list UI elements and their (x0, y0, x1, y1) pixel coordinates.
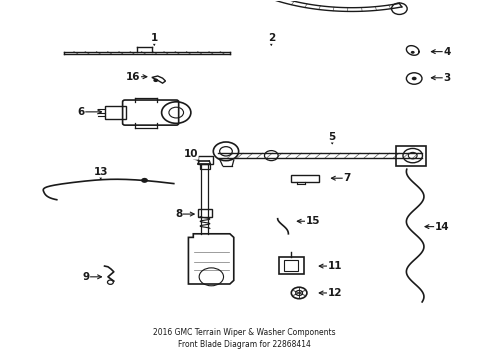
Circle shape (411, 77, 416, 80)
Text: 6: 6 (78, 107, 84, 117)
Circle shape (141, 178, 148, 183)
Text: 9: 9 (82, 272, 89, 282)
Polygon shape (152, 76, 165, 83)
Text: 7: 7 (343, 173, 350, 183)
Bar (290, 175, 319, 182)
Text: 10: 10 (183, 149, 198, 159)
Bar (198, 156, 212, 163)
Text: 2016 GMC Terrain Wiper & Washer Components
Front Blade Diagram for 22868414: 2016 GMC Terrain Wiper & Washer Componen… (153, 328, 335, 349)
Circle shape (410, 51, 414, 54)
Bar (198, 209, 211, 217)
Text: 12: 12 (327, 288, 341, 298)
Text: 14: 14 (434, 222, 448, 231)
Polygon shape (188, 234, 233, 284)
Text: 8: 8 (175, 209, 182, 219)
Bar (283, 260, 298, 271)
Bar (104, 106, 126, 119)
Bar (278, 257, 304, 274)
Text: 2: 2 (267, 33, 274, 43)
Text: 1: 1 (150, 33, 158, 43)
Text: 4: 4 (442, 46, 449, 57)
Text: 15: 15 (305, 216, 319, 226)
Circle shape (153, 78, 158, 82)
Bar (395, 145, 425, 166)
Text: 16: 16 (126, 72, 140, 82)
Text: 13: 13 (93, 167, 108, 177)
Text: 11: 11 (327, 261, 341, 271)
Text: 5: 5 (328, 132, 335, 142)
Bar (199, 163, 210, 168)
Text: 3: 3 (442, 73, 449, 83)
